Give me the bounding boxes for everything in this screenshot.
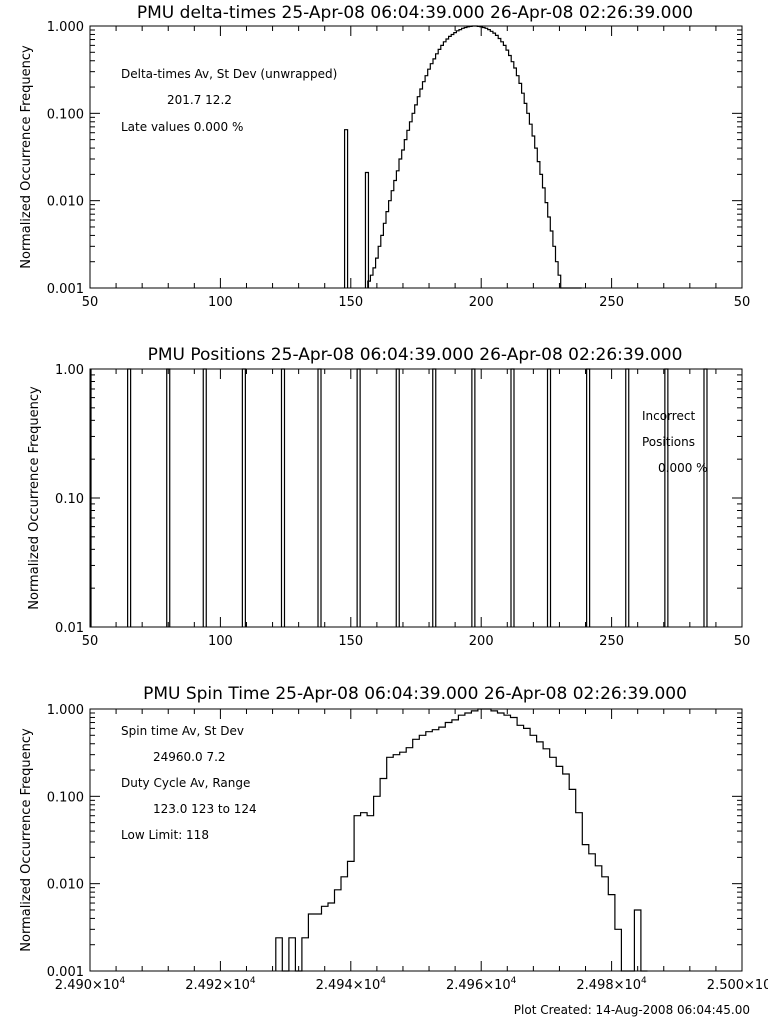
chart-delta-title: PMU delta-times 25-Apr-08 06:04:39.000 2… — [137, 3, 693, 23]
chart-spin-title: PMU Spin Time 25-Apr-08 06:04:39.000 26-… — [143, 684, 687, 704]
spin-histogram-line — [275, 708, 648, 972]
spike-bar — [364, 171, 370, 288]
x-tick-label: 200 — [469, 634, 494, 649]
chart-delta-ylabel: Normalized Occurrence Frequency — [19, 45, 34, 269]
y-tick-label: 0.001 — [47, 282, 84, 297]
chart-positions-annotation-1: Incorrect — [642, 409, 695, 423]
x-tick-label: 2.494×104 — [316, 976, 387, 993]
y-tick-label: 0.01 — [55, 621, 84, 636]
y-tick-label: 0.010 — [47, 878, 84, 893]
chart-spin-time: PMU Spin Time 25-Apr-08 06:04:39.000 26-… — [19, 684, 768, 993]
chart-positions-ylabel: Normalized Occurrence Frequency — [27, 386, 42, 610]
y-tick-label: 1.00 — [55, 363, 84, 378]
chart-delta-annotation-1: Delta-times Av, St Dev (unwrapped) — [121, 67, 337, 81]
x-tick-label: 250 — [599, 634, 624, 649]
position-bar — [241, 368, 246, 627]
chart-delta-annotation-2: 201.7 12.2 — [167, 93, 232, 107]
chart-spin-frame — [89, 708, 743, 972]
chart-spin-ylabel: Normalized Occurrence Frequency — [19, 728, 34, 952]
x-tick-label: 150 — [338, 634, 363, 649]
chart-delta-times: PMU delta-times 25-Apr-08 06:04:39.000 2… — [19, 3, 750, 310]
y-tick-label: 0.001 — [47, 965, 84, 980]
x-tick-label: 2.492×104 — [185, 976, 256, 993]
chart-positions-y-ticks: 0.01 0.10 1.00 — [55, 363, 742, 636]
x-tick-label: 50 — [82, 295, 99, 310]
chart-spin-marks — [275, 708, 648, 972]
x-tick-label: 2.490×104 — [55, 976, 126, 993]
spike-bar — [343, 129, 349, 288]
chart-delta-annotation-3: Late values 0.000 % — [121, 120, 243, 134]
position-bar — [395, 368, 400, 627]
chart-spin-y-ticks: 0.001 0.010 0.100 1.000 — [47, 703, 742, 980]
chart-spin-x-ticks: 2.490×104 2.492×104 2.494×104 2.496×104 2.49… — [55, 709, 768, 993]
position-bar — [356, 368, 361, 627]
position-bar — [280, 368, 286, 627]
chart-spin-annotation-5: Low Limit: 118 — [121, 828, 209, 842]
chart-spin-annotation-2: 24960.0 7.2 — [153, 750, 226, 764]
x-tick-label: 100 — [208, 295, 233, 310]
plot-created-footer: Plot Created: 14-Aug-2008 06:04:45.00 — [514, 1003, 750, 1017]
x-tick-label: 150 — [338, 295, 363, 310]
chart-spin-annotation-1: Spin time Av, St Dev — [121, 724, 244, 738]
x-tick-label: 200 — [469, 295, 494, 310]
chart-delta-x-ticks: 50 100 150 200 250 50 — [82, 26, 751, 310]
x-tick-label: 250 — [599, 295, 624, 310]
x-tick-label: 50 — [734, 295, 751, 310]
y-tick-label: 0.010 — [47, 195, 84, 210]
y-tick-label: 1.000 — [47, 20, 84, 35]
chart-positions-frame — [89, 368, 743, 628]
position-bar — [471, 368, 476, 627]
chart-positions: PMU Positions 25-Apr-08 06:04:39.000 26-… — [27, 345, 750, 649]
x-tick-label: 50 — [82, 634, 99, 649]
chart-positions-annotation-3: 0.000 % — [658, 461, 708, 475]
chart-delta-frame — [89, 25, 743, 289]
position-bar — [586, 368, 591, 627]
chart-delta-y-ticks: 0.001 0.010 0.100 1.000 — [47, 20, 742, 297]
x-tick-label: 50 — [734, 634, 751, 649]
position-bar — [625, 368, 630, 627]
chart-positions-annotation-2: Positions — [642, 435, 695, 449]
chart-delta-marks — [343, 25, 582, 289]
chart-positions-marks — [90, 368, 708, 627]
chart-spin-annotation-4: 123.0 123 to 124 — [153, 802, 257, 816]
position-bar — [510, 368, 515, 627]
chart-spin-annotation-3: Duty Cycle Av, Range — [121, 776, 250, 790]
y-tick-label: 0.10 — [55, 492, 84, 507]
y-tick-label: 0.100 — [47, 790, 84, 805]
position-bar — [432, 368, 437, 627]
position-bar — [202, 368, 207, 627]
x-tick-label: 100 — [208, 634, 233, 649]
position-bar — [166, 368, 171, 627]
y-tick-label: 1.000 — [47, 703, 84, 718]
chart-positions-title: PMU Positions 25-Apr-08 06:04:39.000 26-… — [148, 345, 683, 365]
chart-positions-x-ticks: 50 100 150 200 250 50 — [82, 369, 751, 649]
position-bar — [546, 368, 552, 627]
position-bar — [127, 368, 132, 627]
position-bar — [664, 368, 669, 627]
delta-histogram-line — [367, 25, 582, 289]
x-tick-label: 2.498×104 — [576, 976, 647, 993]
y-tick-label: 0.100 — [47, 107, 84, 122]
position-bar — [317, 368, 322, 627]
x-tick-label: 2.496×104 — [446, 976, 517, 993]
position-bar — [703, 368, 708, 627]
x-tick-label: 2.500×104 — [707, 976, 768, 993]
